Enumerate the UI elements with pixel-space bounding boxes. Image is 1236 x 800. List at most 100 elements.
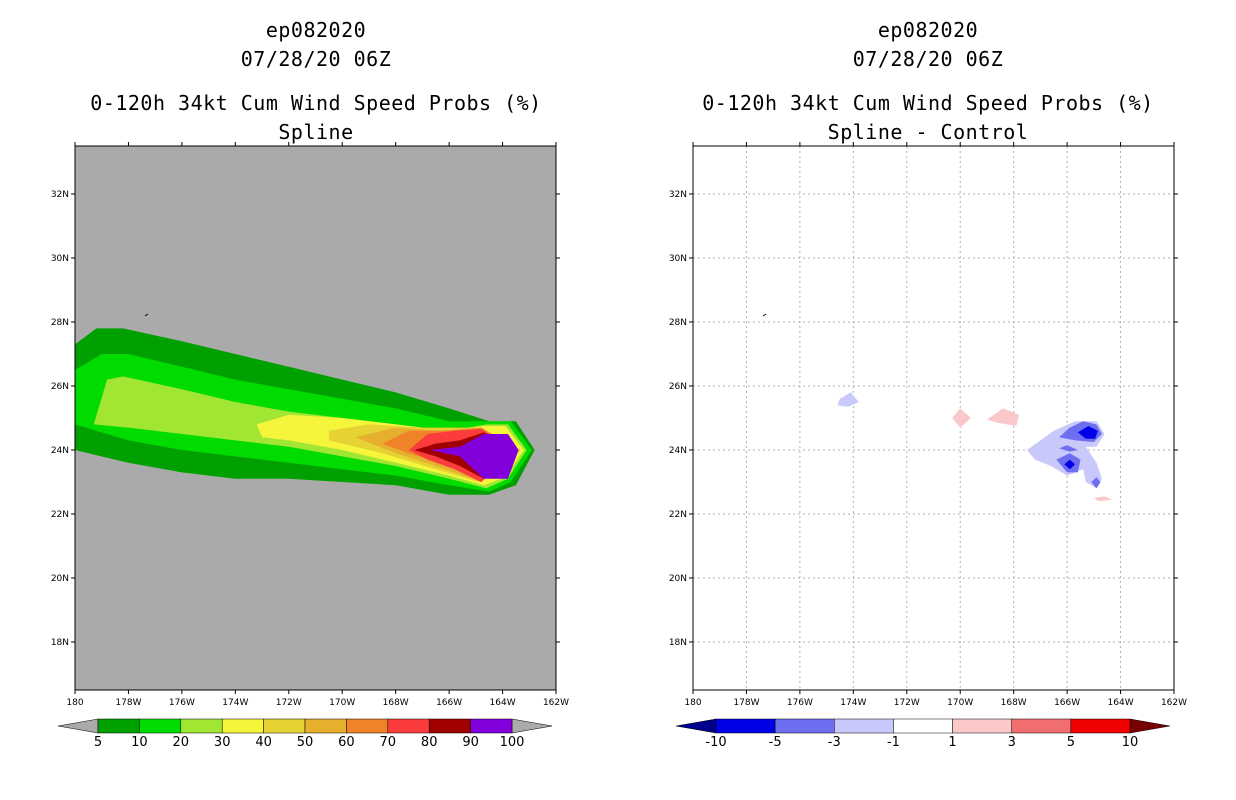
right-y-tick-label: 22N <box>669 510 687 520</box>
left-y-tick-label: 20N <box>51 574 69 584</box>
left-cbar-swatch <box>346 718 389 734</box>
left-contour-9 <box>430 434 519 479</box>
left-x-tick-label: 180 <box>66 698 83 708</box>
left-title-block: ep082020 07/28/20 06Z <box>36 16 596 74</box>
left-map-frame <box>74 145 557 691</box>
left-product-title: 0-120h 34kt Cum Wind Speed Probs (%) <box>90 91 542 115</box>
right-subtitle: Spline - Control <box>827 120 1029 144</box>
right-map-frame <box>692 145 1175 691</box>
right-cbar-label: -5 <box>769 735 782 750</box>
right-contour-0 <box>837 392 859 407</box>
right-subtitle-block: 0-120h 34kt Cum Wind Speed Probs (%) Spl… <box>648 89 1208 147</box>
left-cbar-label: 30 <box>214 735 231 750</box>
left-y-tick-label: 24N <box>51 446 69 456</box>
right-datetime: 07/28/20 06Z <box>852 47 1004 71</box>
left-x-tick-label: 176W <box>169 698 195 708</box>
right-y-tick-label: 24N <box>669 446 687 456</box>
left-y-tick-label: 28N <box>51 318 69 328</box>
right-axis-ticks: 180 178W 176W 174W 172W 170W 168W 166W 164W 162W 1… <box>669 142 1187 708</box>
left-axis-ticks: 180 178W 176W 174W 172W 170W 168W 166W 164W 162W 1… <box>51 142 569 708</box>
right-x-tick-label: 162W <box>1161 698 1187 708</box>
left-x-tick-label: 162W <box>543 698 569 708</box>
right-cbar-swatch <box>1011 718 1072 734</box>
right-cbar-swatch <box>952 718 1012 734</box>
right-contour-6 <box>1077 426 1098 439</box>
right-cbar-over-triangle <box>1129 718 1171 734</box>
right-x-tick-label: 174W <box>840 698 866 708</box>
left-x-tick-label: 168W <box>383 698 409 708</box>
right-cbar-swatch <box>1070 718 1131 734</box>
left-cbar-over-triangle <box>511 718 553 734</box>
left-cbar-label: 50 <box>297 735 314 750</box>
left-cbar-swatch <box>470 718 513 734</box>
right-cbar-label: 3 <box>1008 735 1016 750</box>
left-subtitle: Spline <box>278 120 354 144</box>
right-cbar-label: -10 <box>705 735 726 750</box>
right-map-background <box>693 146 1174 690</box>
left-cbar-swatch <box>387 718 430 734</box>
left-cbar-swatch <box>304 718 347 734</box>
left-subtitle-block: 0-120h 34kt Cum Wind Speed Probs (%) Spl… <box>36 89 596 147</box>
left-cbar-label: 80 <box>421 735 438 750</box>
left-cbar-label: 20 <box>173 735 190 750</box>
left-cbar-swatch <box>180 718 223 734</box>
right-x-tick-label: 180 <box>684 698 701 708</box>
right-x-tick-label: 166W <box>1054 698 1080 708</box>
left-x-tick-label: 172W <box>276 698 302 708</box>
right-x-tick-label: 170W <box>947 698 973 708</box>
right-contour-5 <box>1091 477 1101 489</box>
left-cbar-swatch <box>263 718 306 734</box>
right-x-tick-label: 168W <box>1001 698 1027 708</box>
right-x-tick-label: 176W <box>787 698 813 708</box>
right-cbar-swatch <box>834 718 894 734</box>
left-x-tick-label: 170W <box>329 698 355 708</box>
left-cbar-swatch <box>139 718 182 734</box>
right-y-tick-label: 30N <box>669 254 687 264</box>
right-contour-4 <box>1059 445 1078 452</box>
right-y-tick-label: 20N <box>669 574 687 584</box>
left-cbar-label: 40 <box>255 735 272 750</box>
left-cbar-swatch <box>97 718 140 734</box>
right-cbar-label: 10 <box>1122 735 1139 750</box>
left-datetime: 07/28/20 06Z <box>240 47 392 71</box>
right-colorbar: -10 -5 -3 -1 1 3 5 10 <box>675 718 1171 750</box>
right-contour-8 <box>952 408 971 428</box>
right-cbar-swatch <box>715 718 776 734</box>
right-difference-contours <box>837 392 1113 502</box>
left-cbar-label: 60 <box>338 735 355 750</box>
left-storm-id: ep082020 <box>265 18 367 42</box>
right-contour-9 <box>986 408 1019 426</box>
right-title-block: ep082020 07/28/20 06Z <box>648 16 1208 74</box>
left-x-tick-label: 178W <box>115 698 141 708</box>
right-x-tick-label: 178W <box>733 698 759 708</box>
right-cbar-swatch <box>893 718 953 734</box>
right-cbar-label: 5 <box>1067 735 1075 750</box>
left-cbar-label: 70 <box>380 735 397 750</box>
right-y-tick-label: 18N <box>669 638 687 648</box>
right-storm-id: ep082020 <box>877 18 979 42</box>
right-island-mark <box>762 313 767 317</box>
right-contour-10 <box>1093 496 1113 502</box>
left-x-tick-label: 174W <box>222 698 248 708</box>
right-y-tick-label: 32N <box>669 190 687 200</box>
right-cbar-swatch <box>774 718 835 734</box>
left-cbar-label: 100 <box>500 735 525 750</box>
right-y-tick-label: 28N <box>669 318 687 328</box>
right-product-title: 0-120h 34kt Cum Wind Speed Probs (%) <box>702 91 1154 115</box>
right-y-tick-label: 26N <box>669 382 687 392</box>
left-y-tick-label: 18N <box>51 638 69 648</box>
left-y-tick-label: 22N <box>51 510 69 520</box>
left-cbar-under-triangle <box>57 718 99 734</box>
left-y-tick-label: 32N <box>51 190 69 200</box>
right-contour-7 <box>1064 459 1076 470</box>
left-cbar-swatch <box>428 718 471 734</box>
left-x-tick-label: 164W <box>490 698 516 708</box>
left-cbar-label: 5 <box>94 735 102 750</box>
right-x-tick-label: 164W <box>1108 698 1134 708</box>
right-cbar-label: -3 <box>828 735 841 750</box>
right-cbar-label: -1 <box>887 735 900 750</box>
left-x-tick-label: 166W <box>436 698 462 708</box>
left-y-tick-label: 26N <box>51 382 69 392</box>
left-cbar-label: 90 <box>462 735 479 750</box>
